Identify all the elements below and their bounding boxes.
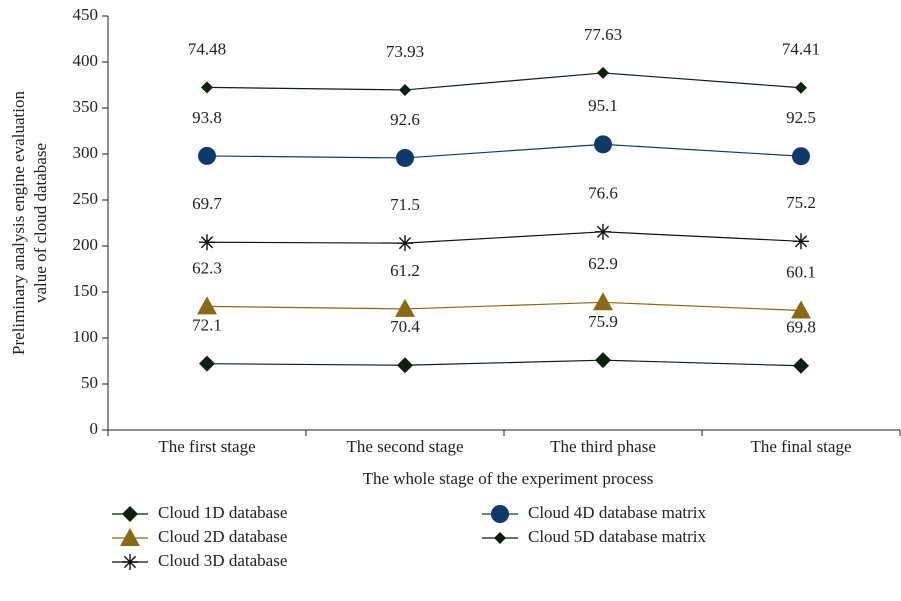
legend-label: Cloud 5D database matrix [528, 527, 706, 546]
data-label: 76.6 [588, 184, 618, 203]
legend-marker [122, 554, 138, 570]
marker [198, 146, 216, 165]
data-label: 62.3 [192, 258, 222, 277]
x-tick-label: The first stage [158, 437, 255, 456]
data-label: 69.7 [192, 194, 222, 213]
data-label: 71.5 [390, 195, 420, 214]
marker [597, 66, 609, 79]
marker [397, 235, 413, 252]
legend-label: Cloud 4D database matrix [528, 503, 706, 522]
data-label: 74.41 [782, 40, 820, 59]
legend-label: Cloud 2D database [158, 527, 287, 546]
marker [201, 81, 213, 94]
marker [197, 296, 217, 315]
data-label: 70.4 [390, 317, 420, 336]
marker [793, 233, 809, 250]
marker [397, 357, 413, 374]
data-label: 69.8 [786, 318, 816, 337]
series-line [206, 143, 802, 159]
y-tick-label: 300 [73, 143, 99, 162]
data-label: 92.6 [390, 110, 420, 129]
legend-marker [122, 506, 138, 522]
x-tick-label: The final stage [750, 437, 851, 456]
data-label: 77.63 [584, 25, 622, 44]
y-tick-label: 350 [73, 97, 99, 116]
x-tick-label: The second stage [346, 437, 463, 456]
series-line [206, 72, 802, 91]
legend-marker [491, 505, 509, 523]
y-tick-label: 200 [73, 235, 99, 254]
series-line [206, 359, 802, 367]
data-label: 61.2 [390, 261, 420, 280]
y-axis-title: Preliminary analysis engine evaluation [9, 91, 28, 355]
data-label: 95.1 [588, 96, 618, 115]
marker [199, 234, 215, 251]
x-axis-title: The whole stage of the experiment proces… [363, 469, 654, 488]
series-line [206, 231, 802, 244]
legend-label: Cloud 1D database [158, 503, 287, 522]
legend-marker [494, 532, 506, 544]
data-label: 72.1 [192, 316, 222, 335]
data-label: 62.9 [588, 254, 618, 273]
marker [595, 352, 611, 369]
marker [593, 292, 613, 311]
y-tick-label: 0 [90, 419, 99, 438]
series-line [206, 301, 802, 312]
marker [399, 83, 411, 96]
marker [793, 357, 809, 374]
x-tick-label: The third phase [550, 437, 656, 456]
marker [595, 223, 611, 240]
y-tick-label: 400 [73, 51, 99, 70]
y-tick-label: 100 [73, 327, 99, 346]
marker [199, 355, 215, 372]
marker [791, 300, 811, 319]
legend-marker [120, 528, 140, 546]
marker [594, 135, 612, 154]
marker [795, 81, 807, 94]
data-label: 73.93 [386, 42, 424, 61]
data-label: 92.5 [786, 108, 816, 127]
data-label: 60.1 [786, 262, 816, 281]
marker [395, 298, 415, 317]
data-label: 74.48 [188, 39, 226, 58]
y-tick-label: 450 [73, 5, 99, 24]
data-label: 93.8 [192, 108, 222, 127]
y-tick-label: 50 [81, 373, 98, 392]
legend-label: Cloud 3D database [158, 551, 287, 570]
y-tick-label: 250 [73, 189, 99, 208]
data-label: 75.9 [588, 312, 618, 331]
marker [396, 148, 414, 167]
y-axis-title: value of cloud database [31, 143, 50, 303]
data-label: 75.2 [786, 193, 816, 212]
marker [792, 147, 810, 166]
y-tick-label: 150 [73, 281, 99, 300]
